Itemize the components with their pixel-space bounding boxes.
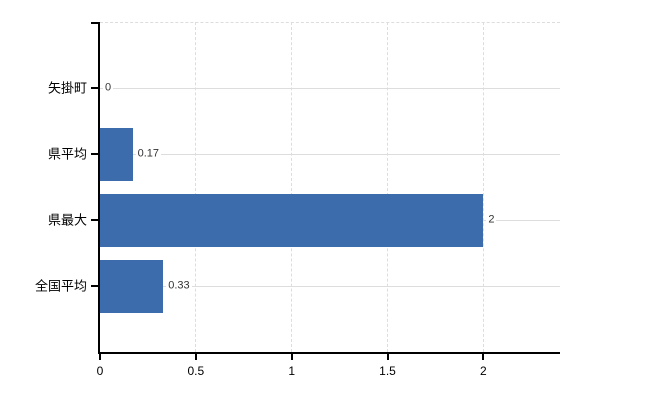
bar-value-label: 0.33 — [166, 279, 192, 293]
v-gridline — [482, 22, 484, 352]
x-tick-label: 2 — [479, 364, 487, 378]
category-label: 全国平均 — [34, 278, 87, 294]
x-axis-tick — [386, 354, 389, 360]
y-axis-line — [98, 22, 100, 354]
top-gridline — [100, 22, 560, 23]
bar — [100, 127, 133, 181]
x-axis-tick — [99, 354, 101, 360]
bar — [100, 259, 164, 313]
category-label: 県平均 — [47, 146, 87, 162]
plot-area: 0 0.5 1 1.5 2 矢掛町県平均県最大全国平均 0 0.17 2 0.33 — [35, 22, 560, 377]
x-axis-line — [98, 352, 560, 354]
x-axis-tick — [290, 354, 293, 360]
x-tick-label: 0.5 — [187, 364, 205, 378]
x-tick-label: 0 — [96, 364, 104, 378]
category-label: 県最大 — [47, 212, 87, 228]
bar-value-label: 0 — [103, 81, 114, 95]
bar-value-label: 2 — [486, 213, 497, 227]
x-tick-label: 1 — [288, 364, 295, 378]
x-axis-tick — [194, 354, 197, 360]
x-axis-tick — [482, 354, 485, 360]
y-axis-tick — [91, 153, 98, 155]
h-gridline — [100, 87, 560, 89]
v-gridline — [387, 22, 388, 352]
y-axis-tick — [91, 22, 98, 24]
h-gridline — [100, 153, 560, 155]
bar-value-label: 0.17 — [135, 147, 161, 161]
h-gridline — [100, 285, 560, 287]
x-tick-label: 1.5 — [379, 364, 396, 378]
bar — [100, 193, 484, 247]
y-axis-tick — [91, 285, 98, 287]
y-axis-tick — [91, 87, 98, 89]
category-label: 矢掛町 — [47, 80, 87, 96]
v-gridline — [195, 22, 197, 352]
v-gridline — [291, 22, 293, 352]
y-axis-tick — [91, 219, 98, 221]
